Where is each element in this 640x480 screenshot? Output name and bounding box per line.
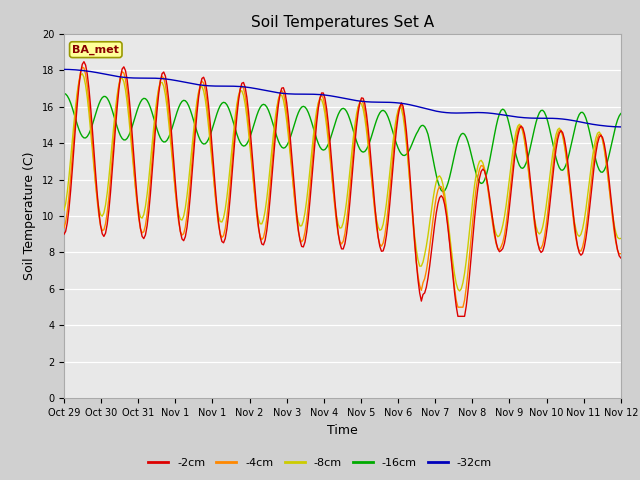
X-axis label: Time: Time [327, 424, 358, 437]
Title: Soil Temperatures Set A: Soil Temperatures Set A [251, 15, 434, 30]
Legend: -2cm, -4cm, -8cm, -16cm, -32cm: -2cm, -4cm, -8cm, -16cm, -32cm [144, 453, 496, 472]
Y-axis label: Soil Temperature (C): Soil Temperature (C) [23, 152, 36, 280]
Text: BA_met: BA_met [72, 45, 119, 55]
